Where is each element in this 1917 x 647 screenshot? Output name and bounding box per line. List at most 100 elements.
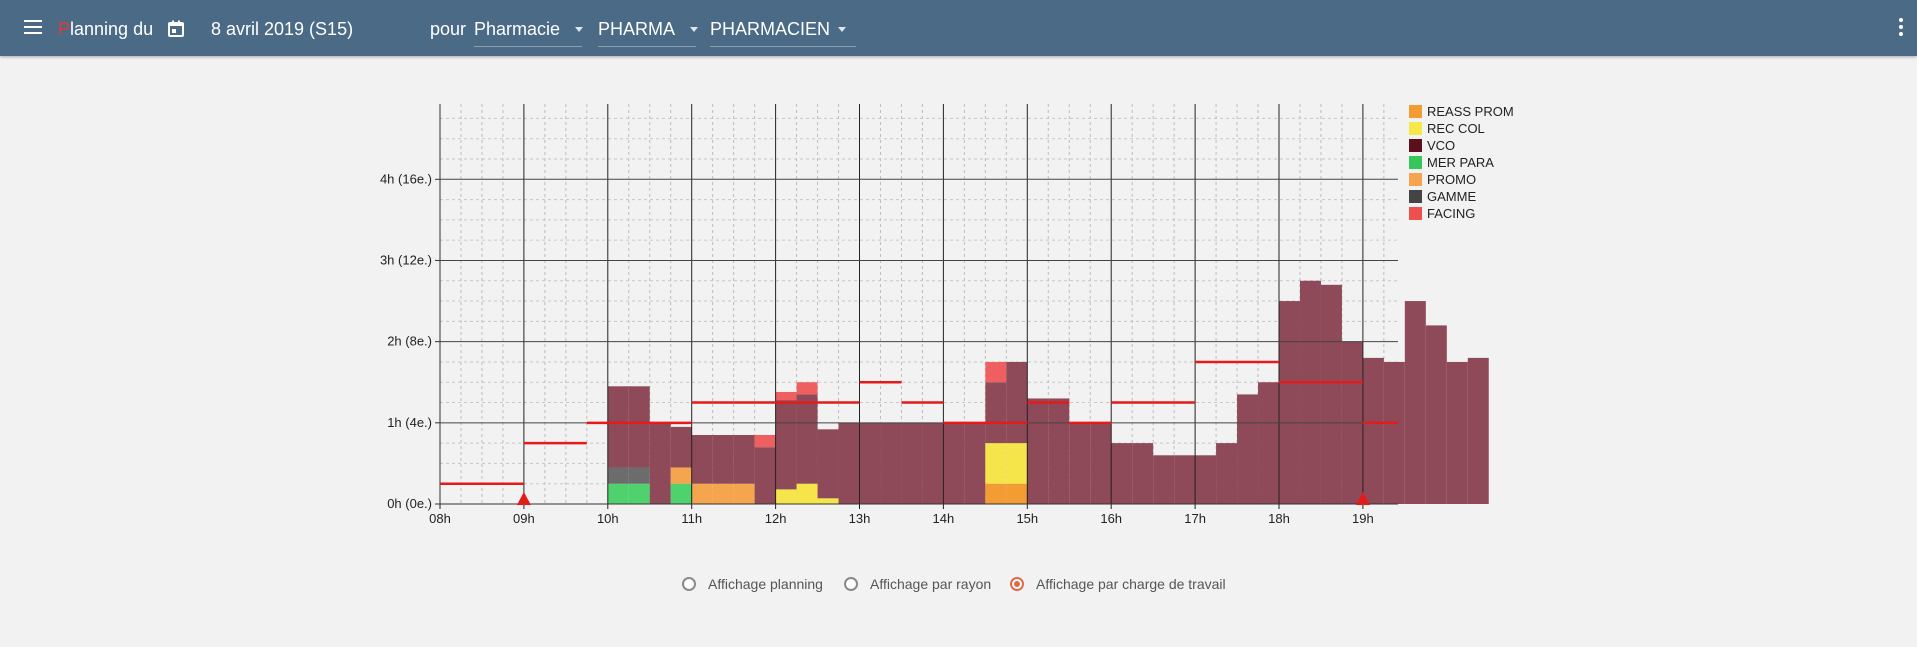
legend-swatch: [1409, 105, 1422, 118]
bar-workload: [1069, 422, 1091, 504]
bar-workload: [901, 422, 923, 504]
x-tick-label: 11h: [681, 511, 702, 526]
site-select-value: Pharmacie: [474, 19, 561, 39]
bar-facing: [754, 435, 776, 448]
bar-workload: [628, 386, 650, 468]
bar-workload: [1299, 280, 1321, 504]
y-tick-label: 3h (12e.): [380, 252, 432, 267]
bar-workload: [1048, 398, 1070, 504]
legend-label: VCO: [1427, 138, 1456, 153]
bar-workload: [1090, 422, 1112, 504]
legend-item: GAMME: [1409, 188, 1514, 205]
bar-promo: [670, 467, 692, 484]
radio-label: Affichage par rayon: [870, 576, 992, 592]
bar-mer-para: [670, 483, 692, 504]
radio-label: Affichage par charge de travail: [1036, 576, 1226, 592]
bar-workload: [691, 435, 713, 484]
x-tick-label: 19h: [1352, 511, 1374, 526]
title-first-letter: P: [58, 19, 71, 39]
site-select[interactable]: Pharmacie: [474, 19, 584, 47]
bar-promo: [712, 483, 734, 504]
legend-swatch: [1409, 207, 1422, 220]
bar-mer-para: [628, 483, 650, 504]
bar-workload: [1174, 455, 1196, 504]
radio-label: Affichage planning: [708, 576, 823, 592]
department-select-value: PHARMA: [598, 19, 676, 39]
legend-swatch: [1409, 190, 1422, 203]
bar-workload: [1279, 301, 1300, 504]
bar-mer-para: [607, 483, 629, 504]
bar-facing: [985, 361, 1007, 383]
legend-swatch: [1409, 173, 1422, 186]
bar-workload: [607, 386, 629, 468]
x-tick-label: 16h: [1100, 511, 1122, 526]
bar-workload: [859, 422, 881, 504]
bar-promo: [733, 483, 755, 504]
legend-item: REC COL: [1409, 120, 1514, 137]
bar-workload: [1383, 361, 1405, 504]
role-select[interactable]: PHARMACIEN: [710, 19, 856, 47]
bar-workload: [1111, 443, 1133, 504]
legend-swatch: [1409, 122, 1422, 135]
x-tick-label: 10h: [597, 511, 619, 526]
x-tick-label: 09h: [513, 511, 535, 526]
bar-workload: [1467, 357, 1489, 504]
hamburger-menu-icon[interactable]: [24, 20, 42, 34]
workload-chart: 0h (0e.) 1h (4e.) 2h (8e.) 3h (12e.) 4h (16e…: [380, 104, 1489, 526]
bar-workload: [943, 422, 965, 504]
department-select-chevron-down-icon: [690, 27, 698, 32]
bar-workload: [1237, 394, 1259, 504]
bar-workload: [649, 422, 671, 504]
bar-workload: [880, 422, 902, 504]
bar-workload: [1195, 455, 1217, 504]
date-picker[interactable]: 8 avril 2019 (S15): [211, 19, 354, 39]
legend-swatch: [1409, 156, 1422, 169]
x-tick-label: 14h: [933, 511, 955, 526]
bar-reass-prom: [985, 483, 1007, 504]
bar-workload: [1258, 382, 1279, 504]
bar-gamme: [607, 467, 629, 484]
legend-swatch: [1409, 139, 1422, 152]
view-mode-radio-group: Affichage planning Affichage par rayon A…: [0, 576, 1917, 596]
bar-facing: [796, 382, 818, 395]
role-select-value: PHARMACIEN: [710, 19, 831, 39]
y-tick-label: 4h (16e.): [380, 171, 432, 186]
legend-item: FACING: [1409, 205, 1514, 222]
radio-circle-icon[interactable]: [1010, 577, 1024, 591]
bar-workload: [1362, 357, 1384, 504]
bar-workload: [1320, 284, 1342, 504]
radio-circle-icon[interactable]: [844, 577, 858, 591]
legend-item: MER PARA: [1409, 154, 1514, 171]
legend-item: PROMO: [1409, 171, 1514, 188]
app-toolbar: Planning du 8 avril 2019 (S15) pour Phar…: [0, 0, 1917, 56]
more-options-icon[interactable]: [1899, 18, 1903, 38]
legend-label: PROMO: [1427, 172, 1477, 187]
bar-rec-col: [796, 483, 818, 504]
bar-workload: [817, 429, 839, 499]
bar-workload: [796, 394, 818, 484]
legend-label: MER PARA: [1427, 155, 1494, 170]
chart-legend: REASS PROM REC COL VCO MER PARA PROMO GAMME FA…: [1409, 103, 1514, 222]
legend-label: REASS PROM: [1427, 104, 1514, 119]
bar-gamme: [628, 467, 650, 484]
department-select[interactable]: PHARMA: [598, 19, 698, 47]
legend-label: REC COL: [1427, 121, 1485, 136]
bar-promo: [691, 483, 713, 504]
radio-circle-icon[interactable]: [682, 577, 696, 591]
legend-item: VCO: [1409, 137, 1514, 154]
page-title: Planning du: [58, 19, 153, 40]
site-select-underline: [474, 46, 582, 47]
x-tick-label: 08h: [429, 511, 451, 526]
bar-workload: [985, 382, 1007, 444]
legend-label: GAMME: [1427, 189, 1477, 204]
bar-rec-col: [775, 489, 797, 504]
bar-workload: [733, 435, 755, 484]
x-tick-label: 15h: [1016, 511, 1038, 526]
bar-workload: [670, 426, 692, 468]
bar-workload: [1446, 361, 1468, 504]
role-select-underline: [710, 46, 856, 47]
x-tick-label: 13h: [849, 511, 871, 526]
legend-item: REASS PROM: [1409, 103, 1514, 120]
calendar-icon[interactable]: [167, 20, 185, 38]
bar-workload: [712, 435, 734, 484]
